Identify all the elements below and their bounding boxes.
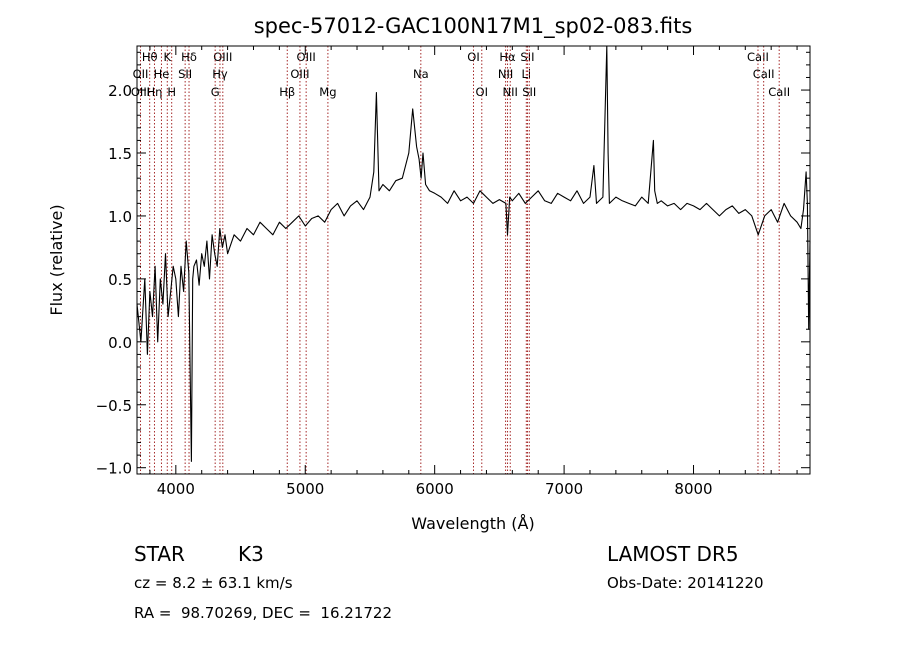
line-label-0: Hθ	[142, 50, 158, 64]
line-label-6: H	[167, 85, 176, 99]
line-label-3: Hη	[147, 85, 163, 99]
line-label-23: Li	[521, 67, 531, 81]
redshift-value: cz = 8.2 ± 63.1 km/s	[134, 574, 293, 592]
line-label-4: K	[164, 50, 172, 64]
line-label-7: Hδ	[181, 50, 197, 64]
line-label-15: Mg	[319, 85, 336, 99]
line-label-11: G	[211, 85, 220, 99]
line-label-19: Hα	[499, 50, 516, 64]
line-label-10: Hγ	[212, 67, 228, 81]
line-label-2: OIII	[131, 85, 150, 99]
line-label-8: SII	[178, 67, 192, 81]
line-label-14: OIII	[290, 67, 309, 81]
x-tick-label-1: 5000	[286, 480, 324, 498]
y-tick-label-2: 0.0	[108, 334, 132, 352]
line-label-13: OIII	[297, 50, 316, 64]
line-label-21: NII	[503, 85, 518, 99]
survey-name: LAMOST DR5	[607, 542, 739, 566]
x-tick-label-4: 8000	[674, 480, 712, 498]
y-tick-label-3: 0.5	[108, 271, 132, 289]
object-class: STAR	[134, 542, 185, 566]
y-tick-label-5: 1.5	[108, 145, 132, 163]
x-axis-label: Wavelength (Å)	[411, 514, 534, 533]
line-label-26: CaII	[753, 67, 775, 81]
line-label-27: CaII	[768, 85, 790, 99]
spectrum-series	[136, 45, 811, 462]
y-axis: −1.0 −0.5 0.0 0.5 1.0 1.5 2.0	[96, 51, 810, 478]
line-label-24: SII	[522, 85, 536, 99]
obs-date: Obs-Date: 20141220	[607, 574, 764, 592]
line-label-18: OI	[476, 85, 488, 99]
line-label-12: Hβ	[279, 85, 295, 99]
y-tick-label-4: 1.0	[108, 208, 132, 226]
x-tick-label-3: 7000	[545, 480, 583, 498]
spectrum-line	[136, 45, 811, 462]
coordinates: RA = 98.70269, DEC = 16.21722	[134, 604, 393, 622]
x-axis: 4000 5000 6000 7000 8000	[149, 46, 798, 498]
y-tick-label-1: −0.5	[96, 397, 132, 415]
line-label-9: OIII	[213, 50, 232, 64]
line-label-25: CaII	[747, 50, 769, 64]
y-axis-label: Flux (relative)	[47, 204, 66, 315]
line-label-17: OI	[467, 50, 479, 64]
x-tick-label-2: 6000	[416, 480, 454, 498]
y-tick-label-6: 2.0	[108, 82, 132, 100]
line-label-5: He	[154, 67, 170, 81]
chart-title: spec-57012-GAC100N17M1_sp02-083.fits	[254, 14, 693, 39]
plot-frame	[136, 45, 811, 475]
y-tick-label-0: −1.0	[96, 460, 132, 478]
line-label-20: NII	[498, 67, 513, 81]
line-label-22: SII	[520, 50, 534, 64]
x-tick-label-0: 4000	[157, 480, 195, 498]
object-subclass: K3	[238, 542, 264, 566]
line-label-16: Na	[413, 67, 429, 81]
